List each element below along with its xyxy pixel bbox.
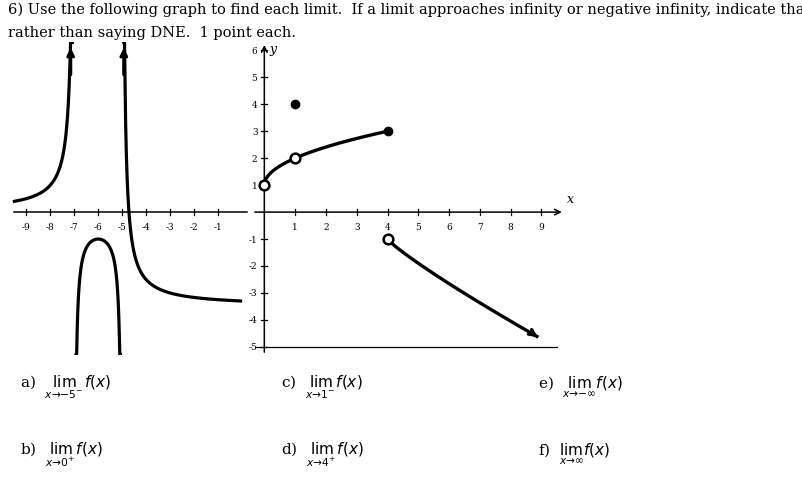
Text: 2: 2 (322, 223, 328, 232)
Text: 5: 5 (415, 223, 421, 232)
Text: 1: 1 (252, 181, 257, 190)
Text: -6: -6 (94, 222, 103, 231)
Text: 6: 6 (252, 47, 257, 56)
Text: 4: 4 (252, 101, 257, 109)
Text: 4: 4 (384, 223, 390, 232)
Text: -4: -4 (249, 316, 257, 325)
Text: 6: 6 (446, 223, 452, 232)
Text: 2: 2 (252, 155, 257, 163)
Text: -4: -4 (141, 222, 150, 231)
Text: -2: -2 (249, 262, 257, 271)
Text: 1: 1 (292, 223, 298, 232)
Text: -2: -2 (189, 222, 198, 231)
Text: -8: -8 (46, 222, 55, 231)
Text: x: x (566, 193, 573, 206)
Text: 8: 8 (507, 223, 513, 232)
Text: c)  $\lim_{x\to1^-} f(x)$: c) $\lim_{x\to1^-} f(x)$ (281, 373, 363, 400)
Text: -5: -5 (118, 222, 127, 231)
Text: e)  $\lim_{x\to-\infty} f(x)$: e) $\lim_{x\to-\infty} f(x)$ (537, 374, 622, 399)
Text: 3: 3 (354, 223, 359, 232)
Text: f)  $\lim_{x\to\infty} f(x)$: f) $\lim_{x\to\infty} f(x)$ (537, 441, 610, 466)
Text: d)  $\lim_{x\to4^+} f(x)$: d) $\lim_{x\to4^+} f(x)$ (281, 440, 363, 468)
Text: -7: -7 (70, 222, 79, 231)
Text: 9: 9 (538, 223, 544, 232)
Text: -1: -1 (249, 235, 257, 244)
Text: 3: 3 (252, 128, 257, 136)
Text: -9: -9 (22, 222, 30, 231)
Text: a)  $\lim_{x\to-5^-} f(x)$: a) $\lim_{x\to-5^-} f(x)$ (20, 373, 111, 400)
Text: rather than saying DNE.  1 point each.: rather than saying DNE. 1 point each. (8, 26, 296, 40)
Text: b)  $\lim_{x\to0^+} f(x)$: b) $\lim_{x\to0^+} f(x)$ (20, 440, 103, 468)
Text: 5: 5 (251, 73, 257, 83)
Text: -1: -1 (213, 222, 222, 231)
Text: 7: 7 (476, 223, 482, 232)
Text: -3: -3 (249, 289, 257, 298)
Text: -5: -5 (249, 343, 257, 352)
Text: 6) Use the following graph to find each limit.  If a limit approaches infinity o: 6) Use the following graph to find each … (8, 2, 802, 17)
Text: -3: -3 (165, 222, 174, 231)
Text: y: y (269, 43, 277, 56)
